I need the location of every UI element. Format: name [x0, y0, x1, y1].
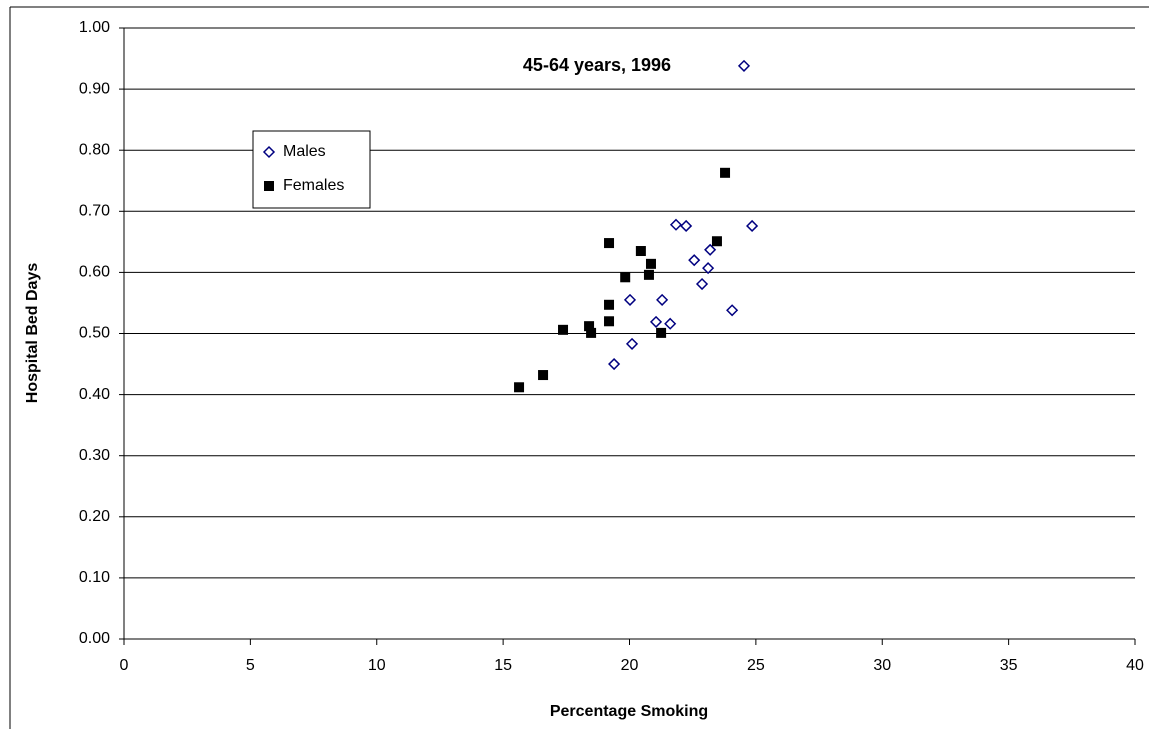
- y-tick-label: 0.10: [79, 569, 110, 586]
- marker: [704, 243, 717, 256]
- x-tick-label: 10: [368, 657, 386, 674]
- y-tick-label: 0.60: [79, 264, 110, 281]
- marker: [608, 357, 621, 371]
- marker: [635, 246, 646, 257]
- marker: [645, 258, 656, 269]
- y-tick-label: 1.00: [79, 19, 110, 36]
- y-tick-label: 0.80: [79, 141, 110, 158]
- x-tick-label: 5: [246, 657, 255, 674]
- x-tick-label: 0: [120, 657, 129, 674]
- marker: [737, 59, 751, 72]
- y-tick-label: 0.00: [79, 630, 110, 647]
- x-tick-label: 25: [747, 657, 765, 674]
- marker: [711, 236, 722, 247]
- marker: [688, 254, 701, 267]
- marker: [625, 337, 639, 350]
- marker: [702, 262, 715, 275]
- y-tick-label: 0.50: [79, 325, 110, 342]
- marker: [695, 277, 709, 291]
- marker: [656, 327, 667, 338]
- legend-label: Males: [283, 143, 326, 160]
- y-axis-title: Hospital Bed Days: [24, 263, 41, 404]
- x-tick-label: 40: [1126, 657, 1144, 674]
- marker: [726, 304, 739, 317]
- marker: [604, 316, 615, 327]
- x-tick-label: 15: [494, 657, 512, 674]
- chart-title: 45-64 years, 1996: [523, 55, 671, 75]
- marker: [649, 315, 663, 328]
- marker: [656, 293, 669, 306]
- marker: [623, 293, 637, 306]
- y-tick-label: 0.20: [79, 508, 110, 525]
- marker: [620, 272, 631, 283]
- legend-label: Females: [283, 177, 344, 194]
- legend-marker: [264, 181, 274, 191]
- marker: [514, 382, 525, 393]
- marker: [604, 299, 615, 310]
- marker: [746, 219, 759, 233]
- x-tick-label: 35: [1000, 657, 1018, 674]
- y-tick-label: 0.70: [79, 203, 110, 220]
- legend-box: [252, 130, 371, 209]
- marker: [664, 317, 677, 330]
- x-axis-title: Percentage Smoking: [550, 703, 708, 720]
- y-tick-label: 0.40: [79, 386, 110, 403]
- marker: [558, 324, 569, 335]
- marker: [538, 370, 549, 381]
- x-tick-label: 20: [621, 657, 639, 674]
- marker: [720, 167, 731, 178]
- marker: [669, 218, 683, 231]
- x-tick-label: 30: [873, 657, 891, 674]
- marker: [584, 321, 595, 332]
- legend-marker: [262, 145, 276, 159]
- marker: [604, 238, 615, 249]
- y-tick-label: 0.90: [79, 80, 110, 97]
- marker: [680, 219, 693, 233]
- marker: [643, 269, 654, 280]
- marker: [586, 327, 597, 338]
- y-tick-label: 0.30: [79, 447, 110, 464]
